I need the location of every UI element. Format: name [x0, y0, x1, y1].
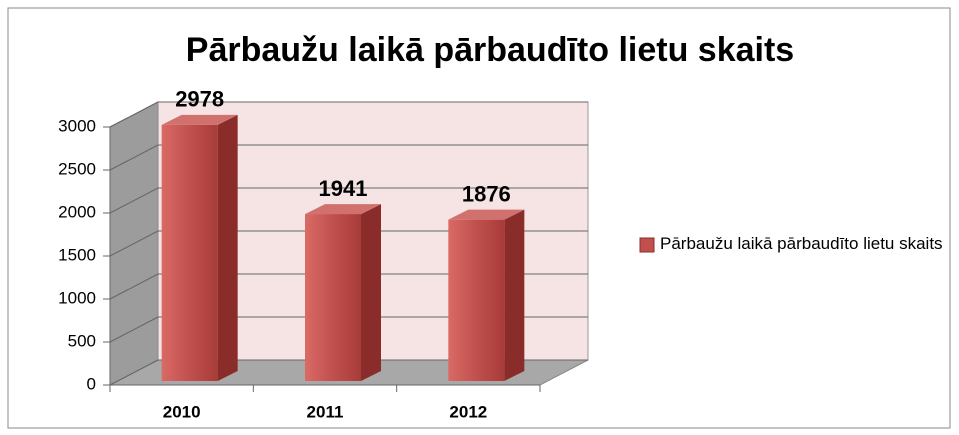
bar-top — [161, 114, 238, 125]
legend-swatch — [639, 237, 655, 253]
y-tick-label: 2000 — [58, 202, 96, 221]
chart-title: Pārbaužu laikā pārbaudīto lietu skaits — [186, 31, 794, 69]
y-tick-label: 1000 — [58, 288, 96, 307]
bar-side — [217, 114, 238, 381]
x-tick-label: 2010 — [163, 402, 201, 421]
bar-side — [504, 209, 525, 381]
grid-line — [109, 359, 159, 386]
bar — [305, 214, 361, 381]
bar-side — [361, 204, 381, 381]
y-tick-label: 500 — [68, 331, 96, 350]
x-tick-label: 2012 — [449, 402, 487, 421]
x-tick-label: 2011 — [307, 402, 344, 421]
bar-top — [305, 204, 381, 215]
grid-line — [109, 316, 159, 343]
grid-line — [109, 273, 159, 300]
chart-border — [7, 7, 951, 429]
y-tick-label: 2500 — [58, 159, 96, 178]
y-tick-label: 0 — [87, 374, 96, 393]
data-label: 1876 — [462, 181, 511, 206]
grid-line — [109, 187, 159, 214]
grid-line — [109, 230, 159, 257]
data-label: 2978 — [175, 87, 224, 112]
grid-line — [109, 144, 159, 171]
y-tick-label: 1500 — [58, 245, 96, 264]
grid-line — [109, 101, 159, 128]
legend-label: Pārbaužu laikā pārbaudīto lietu skaits — [660, 234, 943, 253]
bar-top — [448, 209, 525, 220]
data-label: 1941 — [319, 176, 368, 201]
bar — [161, 124, 218, 381]
y-tick-label: 3000 — [58, 116, 96, 135]
bar — [448, 219, 505, 381]
